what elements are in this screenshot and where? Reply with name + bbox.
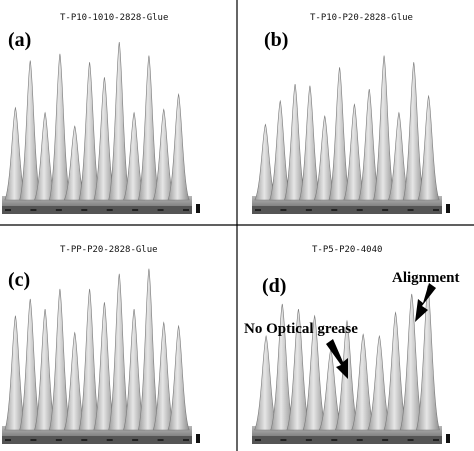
arrow-no-optical-grease xyxy=(326,339,348,379)
panel-c-letter: (c) xyxy=(8,269,30,291)
panel-a: T-P10-1010-2828-Glue (a) xyxy=(2,13,200,214)
arrow-alignment xyxy=(415,283,436,322)
panel-d-peak-11 xyxy=(415,285,440,431)
panel-a-peak-4 xyxy=(48,53,71,201)
panel-d: T-P5-P20-4040 (d) No Optical grease Alig… xyxy=(244,245,460,444)
panel-a-letter: (a) xyxy=(8,29,31,51)
panel-c-title: T-PP-P20-2828-Glue xyxy=(60,245,158,255)
panel-a-tick-6 xyxy=(157,209,164,211)
panel-a-peak-8 xyxy=(108,42,131,201)
panel-a-tick-1 xyxy=(30,209,37,211)
panel-b-letter: (b) xyxy=(264,29,288,51)
panel-c-peak-4 xyxy=(48,288,71,431)
panel-b-tick-6 xyxy=(407,209,414,211)
panel-b-peak-4 xyxy=(298,85,321,201)
panel-d-tick-6 xyxy=(407,439,414,441)
panel-b: T-P10-P20-2828-Glue (b) xyxy=(252,13,450,214)
annotation-alignment: Alignment xyxy=(392,270,460,286)
panel-a-tick-7 xyxy=(183,209,189,211)
panel-c-tick-0 xyxy=(5,439,11,441)
panel-c-tick-2 xyxy=(55,439,62,441)
panel-b-peak-6 xyxy=(328,67,351,201)
panel-c-peak-10 xyxy=(137,268,160,431)
panel-c-peak-2 xyxy=(19,298,42,431)
panel-c-peak-11 xyxy=(152,321,175,431)
panel-c-peak-3 xyxy=(34,308,57,431)
panel-d-peak-10 xyxy=(399,293,424,431)
panel-c-peak-8 xyxy=(108,273,131,431)
panel-b-base-block xyxy=(252,206,442,214)
panel-b-tick-0 xyxy=(255,209,261,211)
panel-a-tick-5 xyxy=(132,209,139,211)
panel-c-tick-6 xyxy=(157,439,164,441)
panel-a-peak-2 xyxy=(19,60,42,201)
panel-d-axis-marker xyxy=(446,434,450,443)
panel-c-tick-7 xyxy=(183,439,189,441)
panel-c-base-block xyxy=(2,436,192,444)
panel-c-tick-5 xyxy=(132,439,139,441)
panel-b-peak-9 xyxy=(373,55,396,201)
panel-b-axis-marker xyxy=(446,204,450,213)
panel-d-letter: (d) xyxy=(262,275,286,297)
panel-a-title: T-P10-1010-2828-Glue xyxy=(60,13,168,23)
panel-a-tick-4 xyxy=(106,209,113,211)
panel-a-tick-3 xyxy=(81,209,88,211)
panel-c-axis-marker xyxy=(196,434,200,443)
panel-d-tick-4 xyxy=(356,439,363,441)
panel-d-peak-4 xyxy=(302,314,327,431)
panel-b-title: T-P10-P20-2828-Glue xyxy=(310,13,413,23)
panel-c: T-PP-P20-2828-Glue (c) xyxy=(2,245,200,444)
panel-b-tick-5 xyxy=(382,209,389,211)
panel-c-peaks xyxy=(2,268,200,444)
panel-a-base-block xyxy=(2,206,192,214)
annotation-no-optical-grease: No Optical grease xyxy=(244,321,358,337)
panel-c-peak-6 xyxy=(78,288,101,431)
panel-a-tick-2 xyxy=(55,209,62,211)
panel-b-peak-3 xyxy=(284,84,307,201)
panel-a-peak-10 xyxy=(137,55,160,201)
panel-b-peaks xyxy=(252,55,450,214)
panel-b-tick-7 xyxy=(433,209,439,211)
panel-b-peak-11 xyxy=(402,62,425,201)
panel-d-peak-7 xyxy=(351,333,376,431)
panel-b-tick-4 xyxy=(356,209,363,211)
panel-c-peak-12 xyxy=(167,324,190,431)
panel-d-tick-3 xyxy=(331,439,338,441)
panel-d-tick-2 xyxy=(305,439,312,441)
panel-c-tick-3 xyxy=(81,439,88,441)
panel-a-tick-0 xyxy=(5,209,11,211)
panel-d-title: T-P5-P20-4040 xyxy=(312,245,382,255)
panel-a-peak-6 xyxy=(78,62,101,201)
panel-b-tick-3 xyxy=(331,209,338,211)
panel-c-tick-4 xyxy=(106,439,113,441)
panel-a-axis-marker xyxy=(196,204,200,213)
panel-b-tick-2 xyxy=(305,209,312,211)
panel-d-peaks xyxy=(252,285,450,444)
panel-a-peaks xyxy=(2,42,200,214)
panel-d-tick-5 xyxy=(382,439,389,441)
panel-c-peak-7 xyxy=(93,302,116,431)
panel-b-tick-1 xyxy=(280,209,287,211)
panel-d-tick-7 xyxy=(433,439,439,441)
panel-d-peak-3 xyxy=(286,308,311,431)
panel-b-peak-12 xyxy=(417,94,440,201)
panel-a-peak-12 xyxy=(167,93,190,201)
panel-d-tick-1 xyxy=(280,439,287,441)
panel-d-base-block xyxy=(252,436,442,444)
panel-c-tick-1 xyxy=(30,439,37,441)
panel-d-peak-2 xyxy=(270,303,295,431)
panel-d-tick-0 xyxy=(255,439,261,441)
